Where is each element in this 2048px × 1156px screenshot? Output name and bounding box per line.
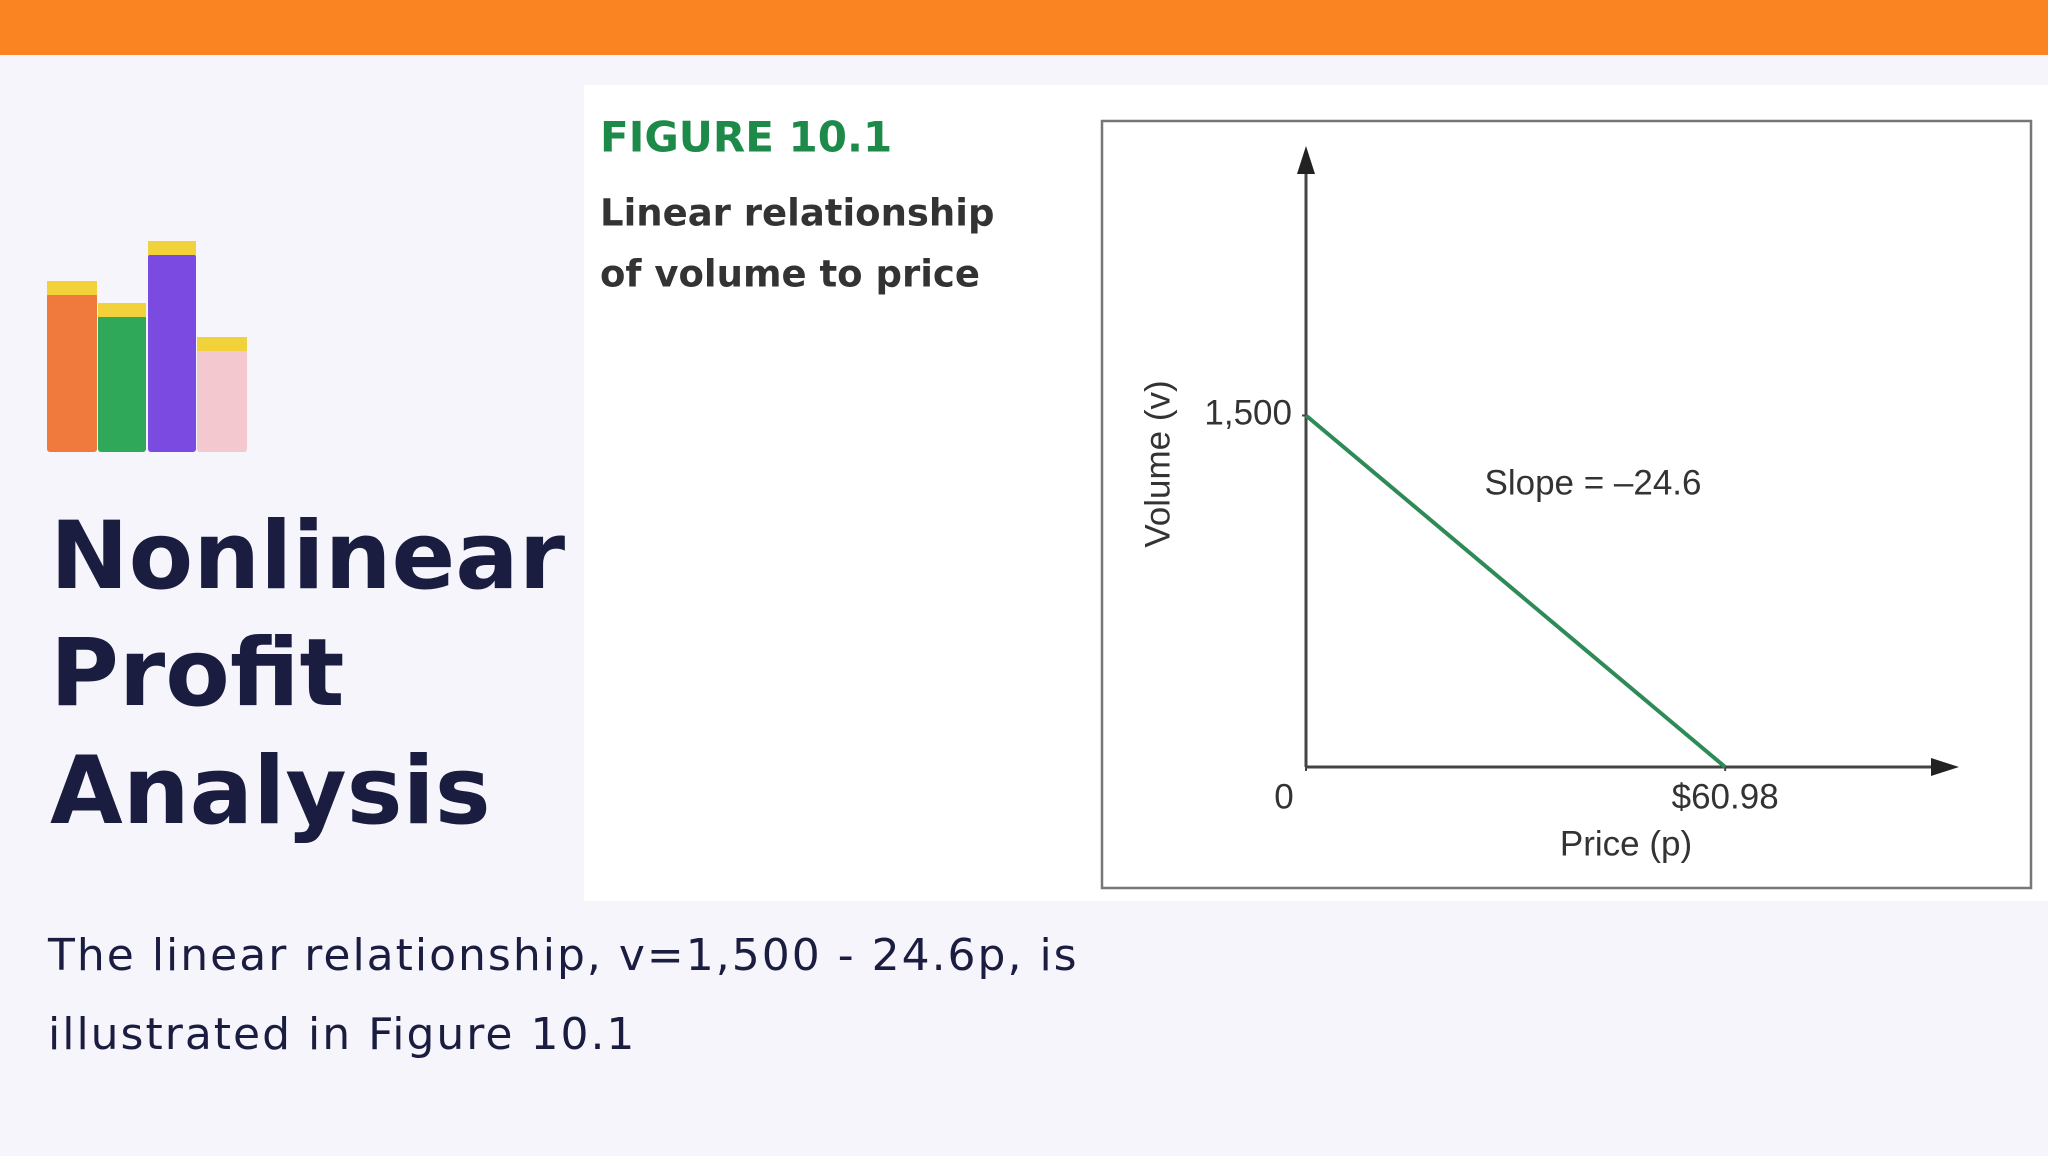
body-text: The linear relationship, v=1,500 - 24.6p…	[47, 930, 1079, 981]
y-tick-label: 1,500	[1204, 394, 1292, 433]
annotation: Slope = –24.6	[1485, 463, 1702, 502]
x-axis-label: Price (p)	[1560, 824, 1692, 863]
x-axis-arrow	[1931, 758, 1959, 776]
chart-frame	[1100, 119, 2033, 890]
chart-title: Linear relationship	[600, 192, 994, 235]
plot: 0 $60.98 1,500 Price (p) Volume (v) Slope = –…	[1138, 146, 1959, 863]
slide-title: Profit	[50, 619, 344, 728]
figure-label: FIGURE 10.1	[600, 113, 892, 162]
slide-title: Nonlinear	[50, 502, 566, 611]
body-text: illustrated in Figure 10.1	[48, 1009, 636, 1060]
bar-icon	[47, 241, 247, 452]
slide-title: Analysis	[50, 737, 491, 846]
chart-title: of volume to price	[600, 253, 980, 296]
x-tick-label: $60.98	[1672, 777, 1779, 816]
y-axis-label: Volume (v)	[1138, 380, 1177, 547]
x-tick-label: 0	[1274, 777, 1293, 816]
y-axis-arrow	[1297, 146, 1315, 174]
data-line	[1304, 413, 1727, 769]
top-bar	[0, 0, 2048, 55]
figure-panel	[584, 85, 2048, 901]
